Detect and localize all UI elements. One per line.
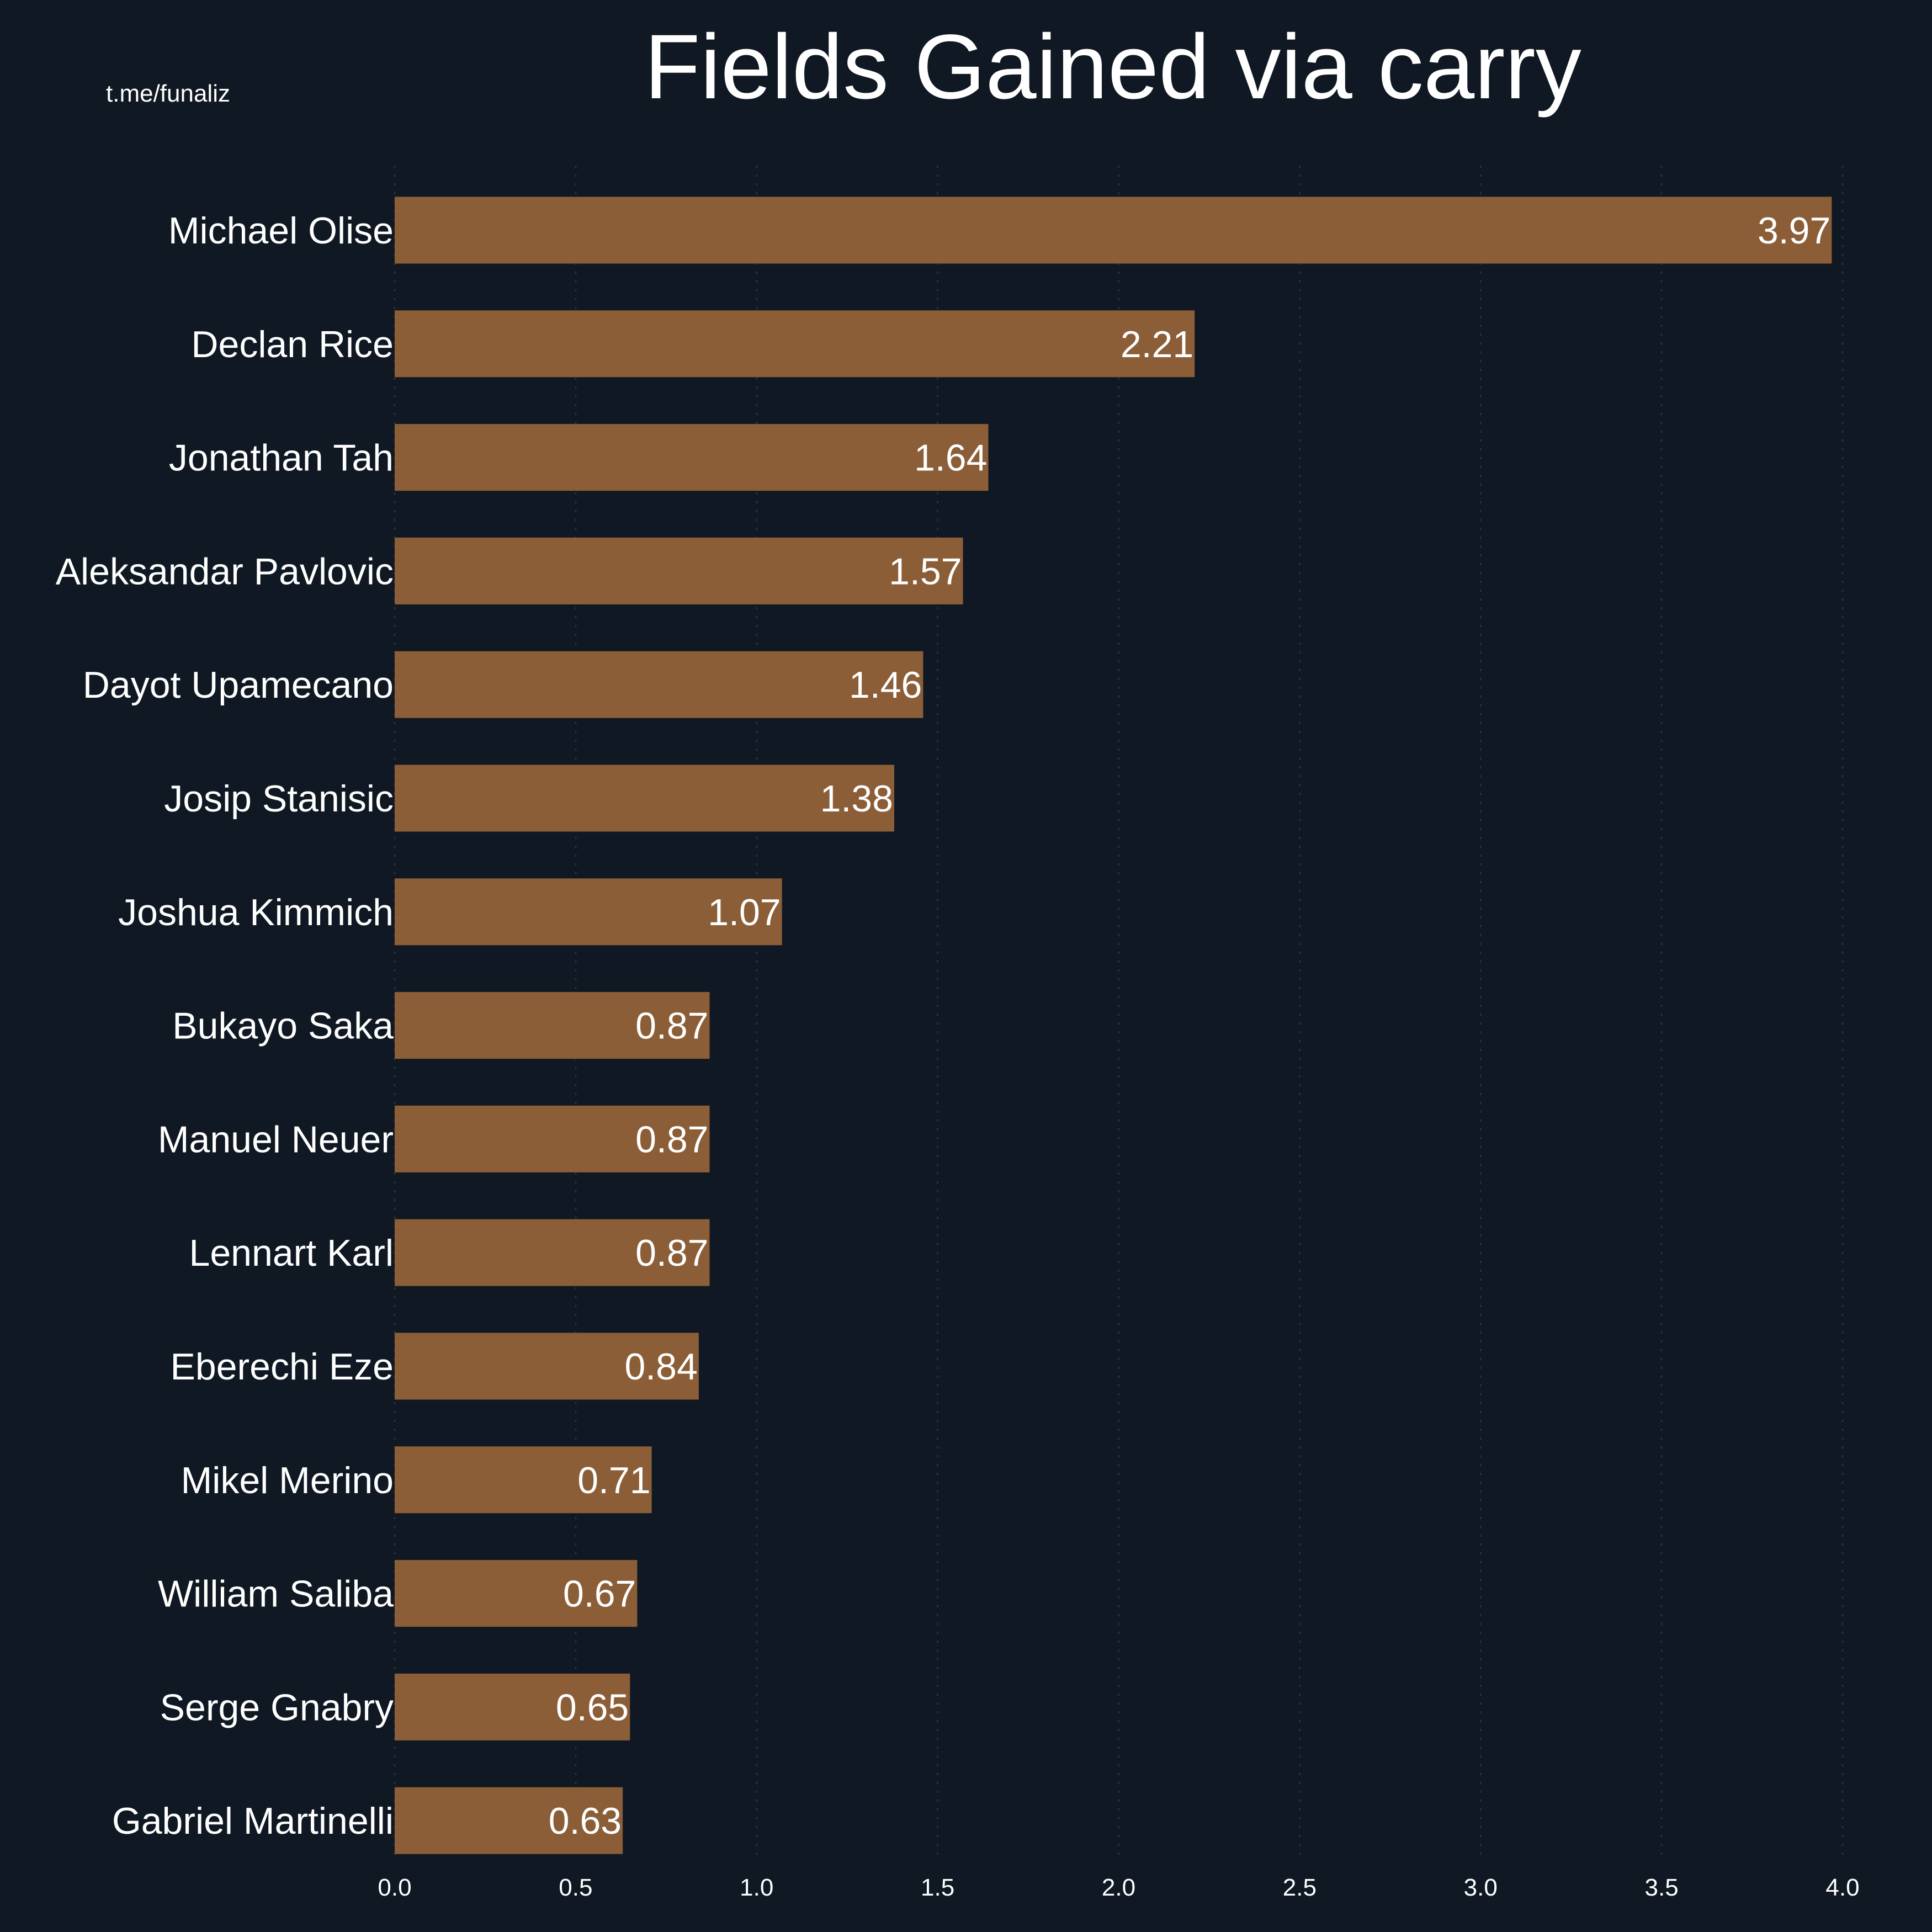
x-tick-label: 4.0 xyxy=(1825,1874,1859,1901)
x-tick-label: 1.5 xyxy=(921,1874,954,1901)
category-label: Gabriel Martinelli xyxy=(112,1800,394,1842)
value-label: 1.38 xyxy=(820,778,893,820)
bar xyxy=(395,992,710,1059)
value-label: 0.84 xyxy=(624,1346,697,1388)
x-tick-label: 0.0 xyxy=(378,1874,411,1901)
x-tick-label: 2.5 xyxy=(1283,1874,1317,1901)
value-label: 1.57 xyxy=(889,550,962,592)
value-label: 0.67 xyxy=(563,1573,636,1615)
category-label: Mikel Merino xyxy=(181,1459,394,1501)
x-axis-ticks: 0.0 0.5 1.0 1.5 2.0 2.5 3.0 3.5 4.0 xyxy=(378,1874,1859,1901)
value-label: 0.63 xyxy=(549,1800,622,1842)
category-label: Serge Gnabry xyxy=(160,1686,394,1728)
category-label: Manuel Neuer xyxy=(158,1118,394,1160)
bar xyxy=(395,765,894,832)
category-label: Eberechi Eze xyxy=(171,1346,394,1388)
category-labels: Michael Olise Declan Rice Jonathan Tah Alek… xyxy=(56,210,394,1842)
bar xyxy=(395,537,963,604)
category-label: Jonathan Tah xyxy=(169,437,394,479)
bar xyxy=(395,310,1195,378)
bar xyxy=(395,1673,630,1740)
category-label: Aleksandar Pavlovic xyxy=(56,550,394,592)
value-labels: 3.97 2.21 1.64 1.57 1.46 1.38 1.07 0.87 0.87 0.87… xyxy=(549,210,1831,1842)
x-tick-label: 1.0 xyxy=(740,1874,773,1901)
value-label: 0.65 xyxy=(556,1686,629,1728)
bar xyxy=(395,651,923,718)
value-label: 0.87 xyxy=(635,1005,708,1047)
bars xyxy=(395,197,1832,1854)
category-label: Michael Olise xyxy=(168,210,394,252)
category-label: Dayot Upamecano xyxy=(83,664,394,706)
chart-title: Fields Gained via carry xyxy=(644,16,1581,118)
value-label: 0.87 xyxy=(635,1118,708,1160)
category-label: Josip Stanisic xyxy=(164,778,394,820)
value-label: 0.71 xyxy=(577,1459,650,1501)
x-tick-label: 0.5 xyxy=(559,1874,592,1901)
value-label: 1.64 xyxy=(914,437,987,479)
x-tick-label: 3.5 xyxy=(1645,1874,1679,1901)
value-label: 2.21 xyxy=(1121,323,1193,365)
category-label: Declan Rice xyxy=(191,323,394,365)
value-label: 0.87 xyxy=(635,1232,708,1274)
x-tick-label: 2.0 xyxy=(1102,1874,1135,1901)
category-label: William Saliba xyxy=(158,1573,394,1615)
category-label: Joshua Kimmich xyxy=(118,891,394,933)
value-label: 3.97 xyxy=(1758,210,1830,252)
bar xyxy=(395,1333,699,1400)
bar xyxy=(395,1219,710,1286)
category-label: Bukayo Saka xyxy=(172,1005,394,1047)
bar xyxy=(395,1446,652,1514)
watermark: t.me/funaliz xyxy=(106,80,230,107)
x-tick-label: 3.0 xyxy=(1464,1874,1498,1901)
bar xyxy=(395,1105,710,1172)
bar xyxy=(395,424,989,491)
bar xyxy=(395,197,1832,264)
value-label: 1.46 xyxy=(849,664,922,706)
bar xyxy=(395,1560,638,1627)
bar xyxy=(395,1787,623,1854)
value-label: 1.07 xyxy=(708,891,781,933)
category-label: Lennart Karl xyxy=(189,1232,394,1274)
bar xyxy=(395,878,782,946)
